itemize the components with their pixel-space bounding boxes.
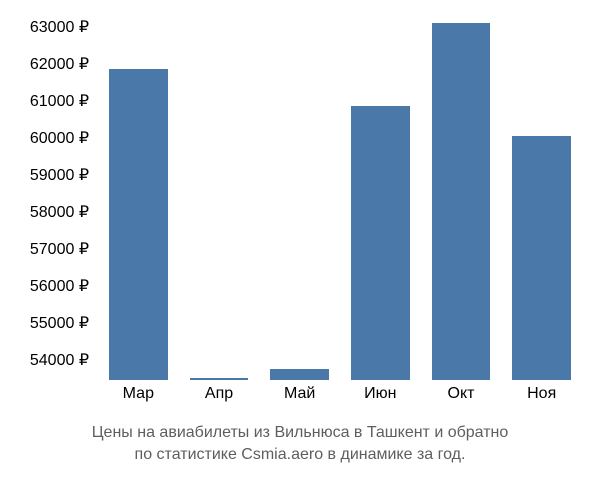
caption-line2: по статистике Csmia.aero в динамике за г… [135,446,466,463]
x-tick: Окт [432,385,491,403]
caption-line1: Цены на авиабилеты из Вильнюса в Ташкент… [92,424,509,441]
y-tick: 57000 ₽ [30,239,89,259]
y-tick: 56000 ₽ [30,276,89,296]
bars-container [95,10,585,380]
y-tick: 55000 ₽ [30,313,89,333]
x-tick: Май [270,385,329,403]
plot-area [95,10,585,380]
y-tick: 59000 ₽ [30,165,89,185]
x-tick: Ноя [512,385,571,403]
price-chart: 64000 ₽63000 ₽62000 ₽61000 ₽60000 ₽59000… [0,10,600,410]
chart-caption: Цены на авиабилеты из Вильнюса в Ташкент… [0,422,600,465]
x-tick: Апр [190,385,249,403]
bar [270,369,329,380]
y-axis: 64000 ₽63000 ₽62000 ₽61000 ₽60000 ₽59000… [0,10,95,380]
bar [432,23,491,380]
y-tick: 60000 ₽ [30,128,89,148]
x-tick: Июн [351,385,410,403]
bar [190,378,249,380]
y-tick: 61000 ₽ [30,91,89,111]
bar [351,106,410,380]
y-tick: 62000 ₽ [30,54,89,74]
x-tick: Мар [109,385,168,403]
y-tick: 63000 ₽ [30,17,89,37]
y-tick: 58000 ₽ [30,202,89,222]
bar [512,136,571,380]
x-axis: Мар Апр Май Июн Окт Ноя [95,385,585,403]
y-tick: 54000 ₽ [30,350,89,370]
bar [109,69,168,380]
